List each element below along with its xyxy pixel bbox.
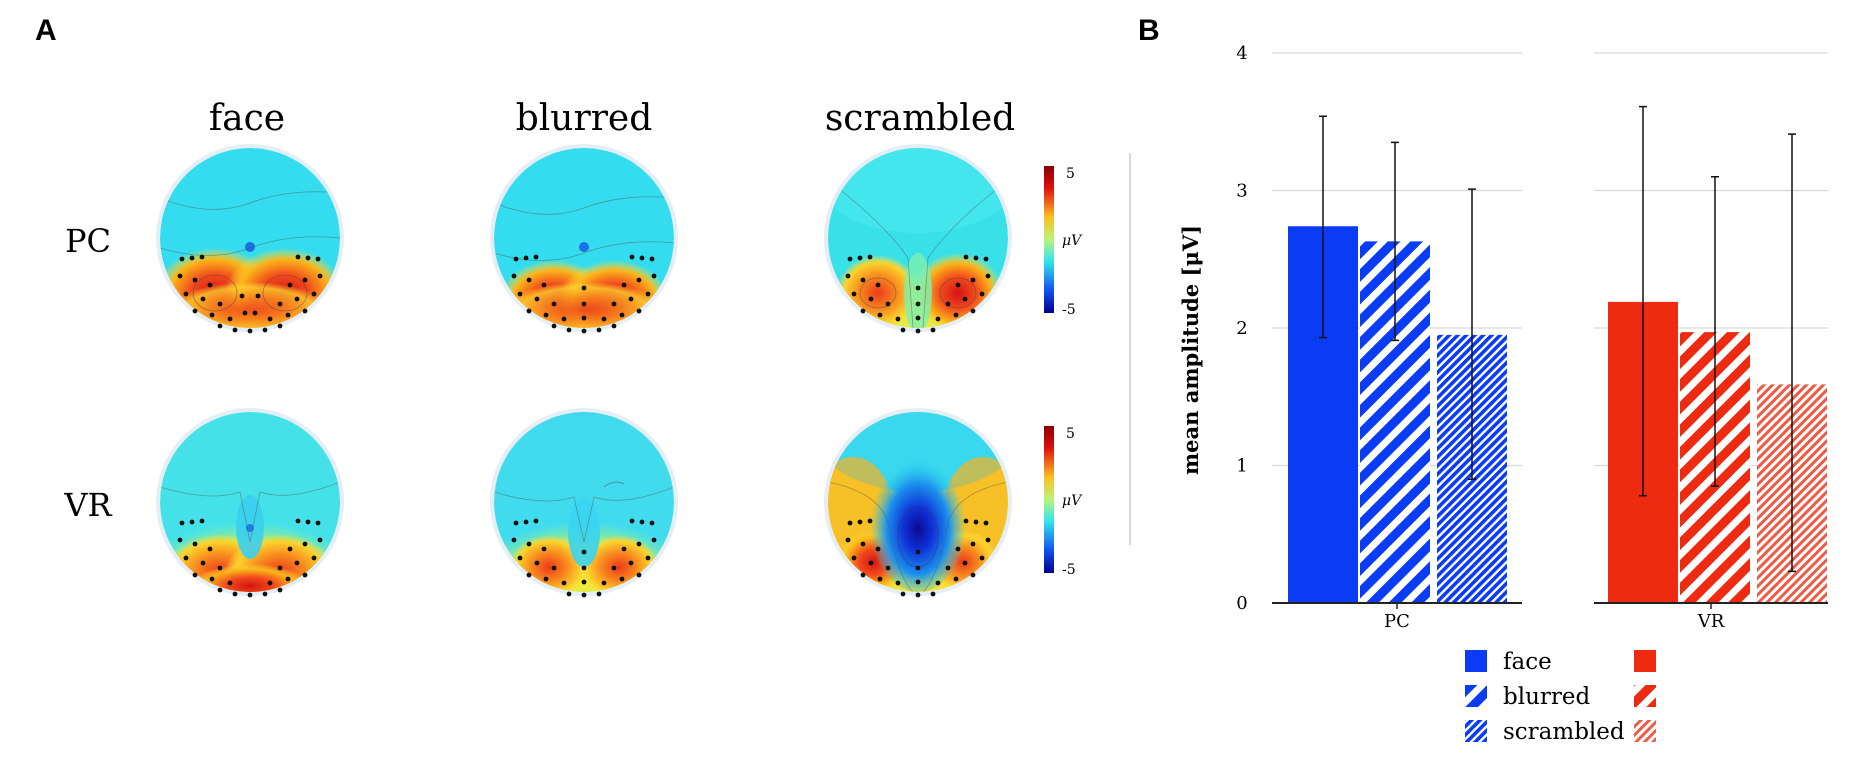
y-tick-label: 2: [1236, 318, 1247, 339]
legend-label-blurred: blurred: [1503, 684, 1590, 710]
row-label-pc: PC: [65, 222, 111, 260]
column-title-scrambled: scrambled: [825, 98, 1015, 139]
column-title-face: face: [209, 98, 285, 139]
legend-label-scrambled: scrambled: [1503, 719, 1625, 745]
legend-swatch-vr-scrambled: [1634, 720, 1656, 742]
panel-a-label: A: [35, 14, 57, 47]
y-tick-label: 1: [1236, 456, 1247, 477]
colorbar-pc-gradient: [1044, 166, 1054, 313]
legend: face blurred scrambled: [1465, 649, 1656, 745]
colorbar-pc-min: -5: [1062, 302, 1076, 318]
y-tick-label: 4: [1236, 43, 1247, 64]
legend-swatch-pc-blurred: [1465, 685, 1487, 707]
colorbar-vr-max: 5: [1066, 426, 1075, 442]
topomap-pc-scrambled: [824, 144, 1012, 334]
topomap-vr-face: [156, 408, 344, 598]
colorbar-vr-min: -5: [1062, 562, 1076, 578]
y-tick-label: 0: [1236, 593, 1247, 614]
colorbar-pc-unit: μV: [1062, 233, 1083, 249]
topomap-pc-blurred: [490, 144, 678, 334]
topomap-pc-face: [156, 144, 344, 334]
row-label-vr: VR: [63, 486, 112, 524]
legend-swatch-pc-face: [1465, 650, 1487, 672]
legend-swatch-vr-face: [1634, 650, 1656, 672]
colorbar-vr-unit: μV: [1062, 493, 1083, 509]
legend-swatch-pc-scrambled: [1465, 720, 1487, 742]
y-tick-label: 3: [1236, 181, 1247, 202]
colorbar-pc: 5 μV -5: [1044, 166, 1083, 318]
colorbar-pc-max: 5: [1066, 166, 1075, 182]
colorbar-vr: 5 μV -5: [1044, 426, 1083, 578]
colorbar-vr-gradient: [1044, 426, 1054, 573]
legend-label-face: face: [1503, 649, 1552, 675]
bar-chart: 0 1 2 3 4 PC VR: [1236, 43, 1828, 632]
y-axis-title: mean amplitude [μV]: [1178, 225, 1203, 475]
topomap-vr-blurred: [490, 408, 678, 598]
column-title-blurred: blurred: [516, 98, 653, 139]
x-tick-label-pc: PC: [1384, 611, 1410, 632]
topomap-vr-scrambled: [824, 408, 1012, 598]
x-tick-label-vr: VR: [1697, 611, 1725, 632]
panel-b-label: B: [1138, 14, 1160, 47]
legend-swatch-vr-blurred: [1634, 685, 1656, 707]
